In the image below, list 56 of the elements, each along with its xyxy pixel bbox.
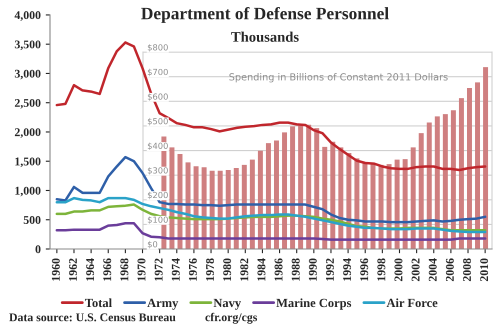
y-tick-label: 3,500 [14,40,41,50]
y-tick-label: 1,000 [15,186,41,196]
x-tick-label: 1974 [172,258,180,281]
y-tick-label: 1,500 [15,157,41,168]
x-tick-label: 1980 [223,258,232,281]
text: Thousands [231,32,299,42]
legend-label: Navy [214,298,241,310]
y-tick-label: $600 [148,93,168,101]
x-tick-label: 2008 [463,258,471,282]
line-series [56,156,486,224]
y-tick-label: $400 [148,142,168,150]
x-tick-label: 1986 [274,258,283,281]
x-tick-label: 1994 [343,258,352,281]
y-tick-label: 3,000 [14,70,41,80]
x-tick-label: 1964 [86,258,94,281]
line-series [56,222,486,241]
x-tick-label: 1972 [154,258,163,281]
x-tick-label: 1984 [257,258,266,281]
x-tick-label: 2006 [446,258,454,282]
x-tick-label: 1996 [360,258,368,281]
x-tick-label: 1990 [308,258,317,281]
x-tick-label: 1982 [240,258,248,281]
legend-label: Total [84,298,112,308]
y-tick-label: $800 [148,44,168,52]
y-tick-label: $700 [148,68,168,76]
x-tick-label: 1960 [52,258,60,281]
y-tick-label: 4,000 [14,11,41,21]
source-note: Data source: U.S. Census Bureau [9,313,176,322]
x-tick-label: 1978 [206,258,214,281]
y-tick-label: $500 [148,118,168,126]
y-tick-label: $200 [148,192,168,200]
y-tick-label: 2,000 [14,128,41,138]
y-tick-label: 500 [24,216,41,224]
x-tick-label: 1976 [188,258,197,281]
x-tick-label: 1988 [292,258,300,281]
x-tick-label: 2000 [394,258,402,282]
annotation: Spending in Billions of Constant 2011 Dollars [229,73,448,82]
y-tick-label: $0 [148,240,158,248]
x-tick-label: 1992 [326,258,334,281]
x-tick-label: 2004 [428,258,437,282]
text: cfr.org/cgs [205,312,258,324]
legend-label: Marine Corps [276,298,352,310]
x-tick-label: 2010 [480,258,488,282]
x-tick-label: 1966 [103,258,112,281]
x-tick-label: 1968 [120,258,128,281]
legend-label: Army [147,298,178,310]
x-tick-label: 1962 [69,258,77,281]
y-tick-label: $300 [148,167,168,175]
x-tick-label: 1970 [138,258,146,281]
chart-title: Department of Defense Personnel [141,6,389,23]
y-tick-label: 2,500 [14,98,41,109]
x-tick-label: 2002 [412,258,420,282]
y-tick-label: 0 [36,245,41,254]
y-tick-label: $100 [148,216,168,224]
legend-label: Air Force [386,298,438,308]
x-tick-label: 1998 [377,258,386,281]
